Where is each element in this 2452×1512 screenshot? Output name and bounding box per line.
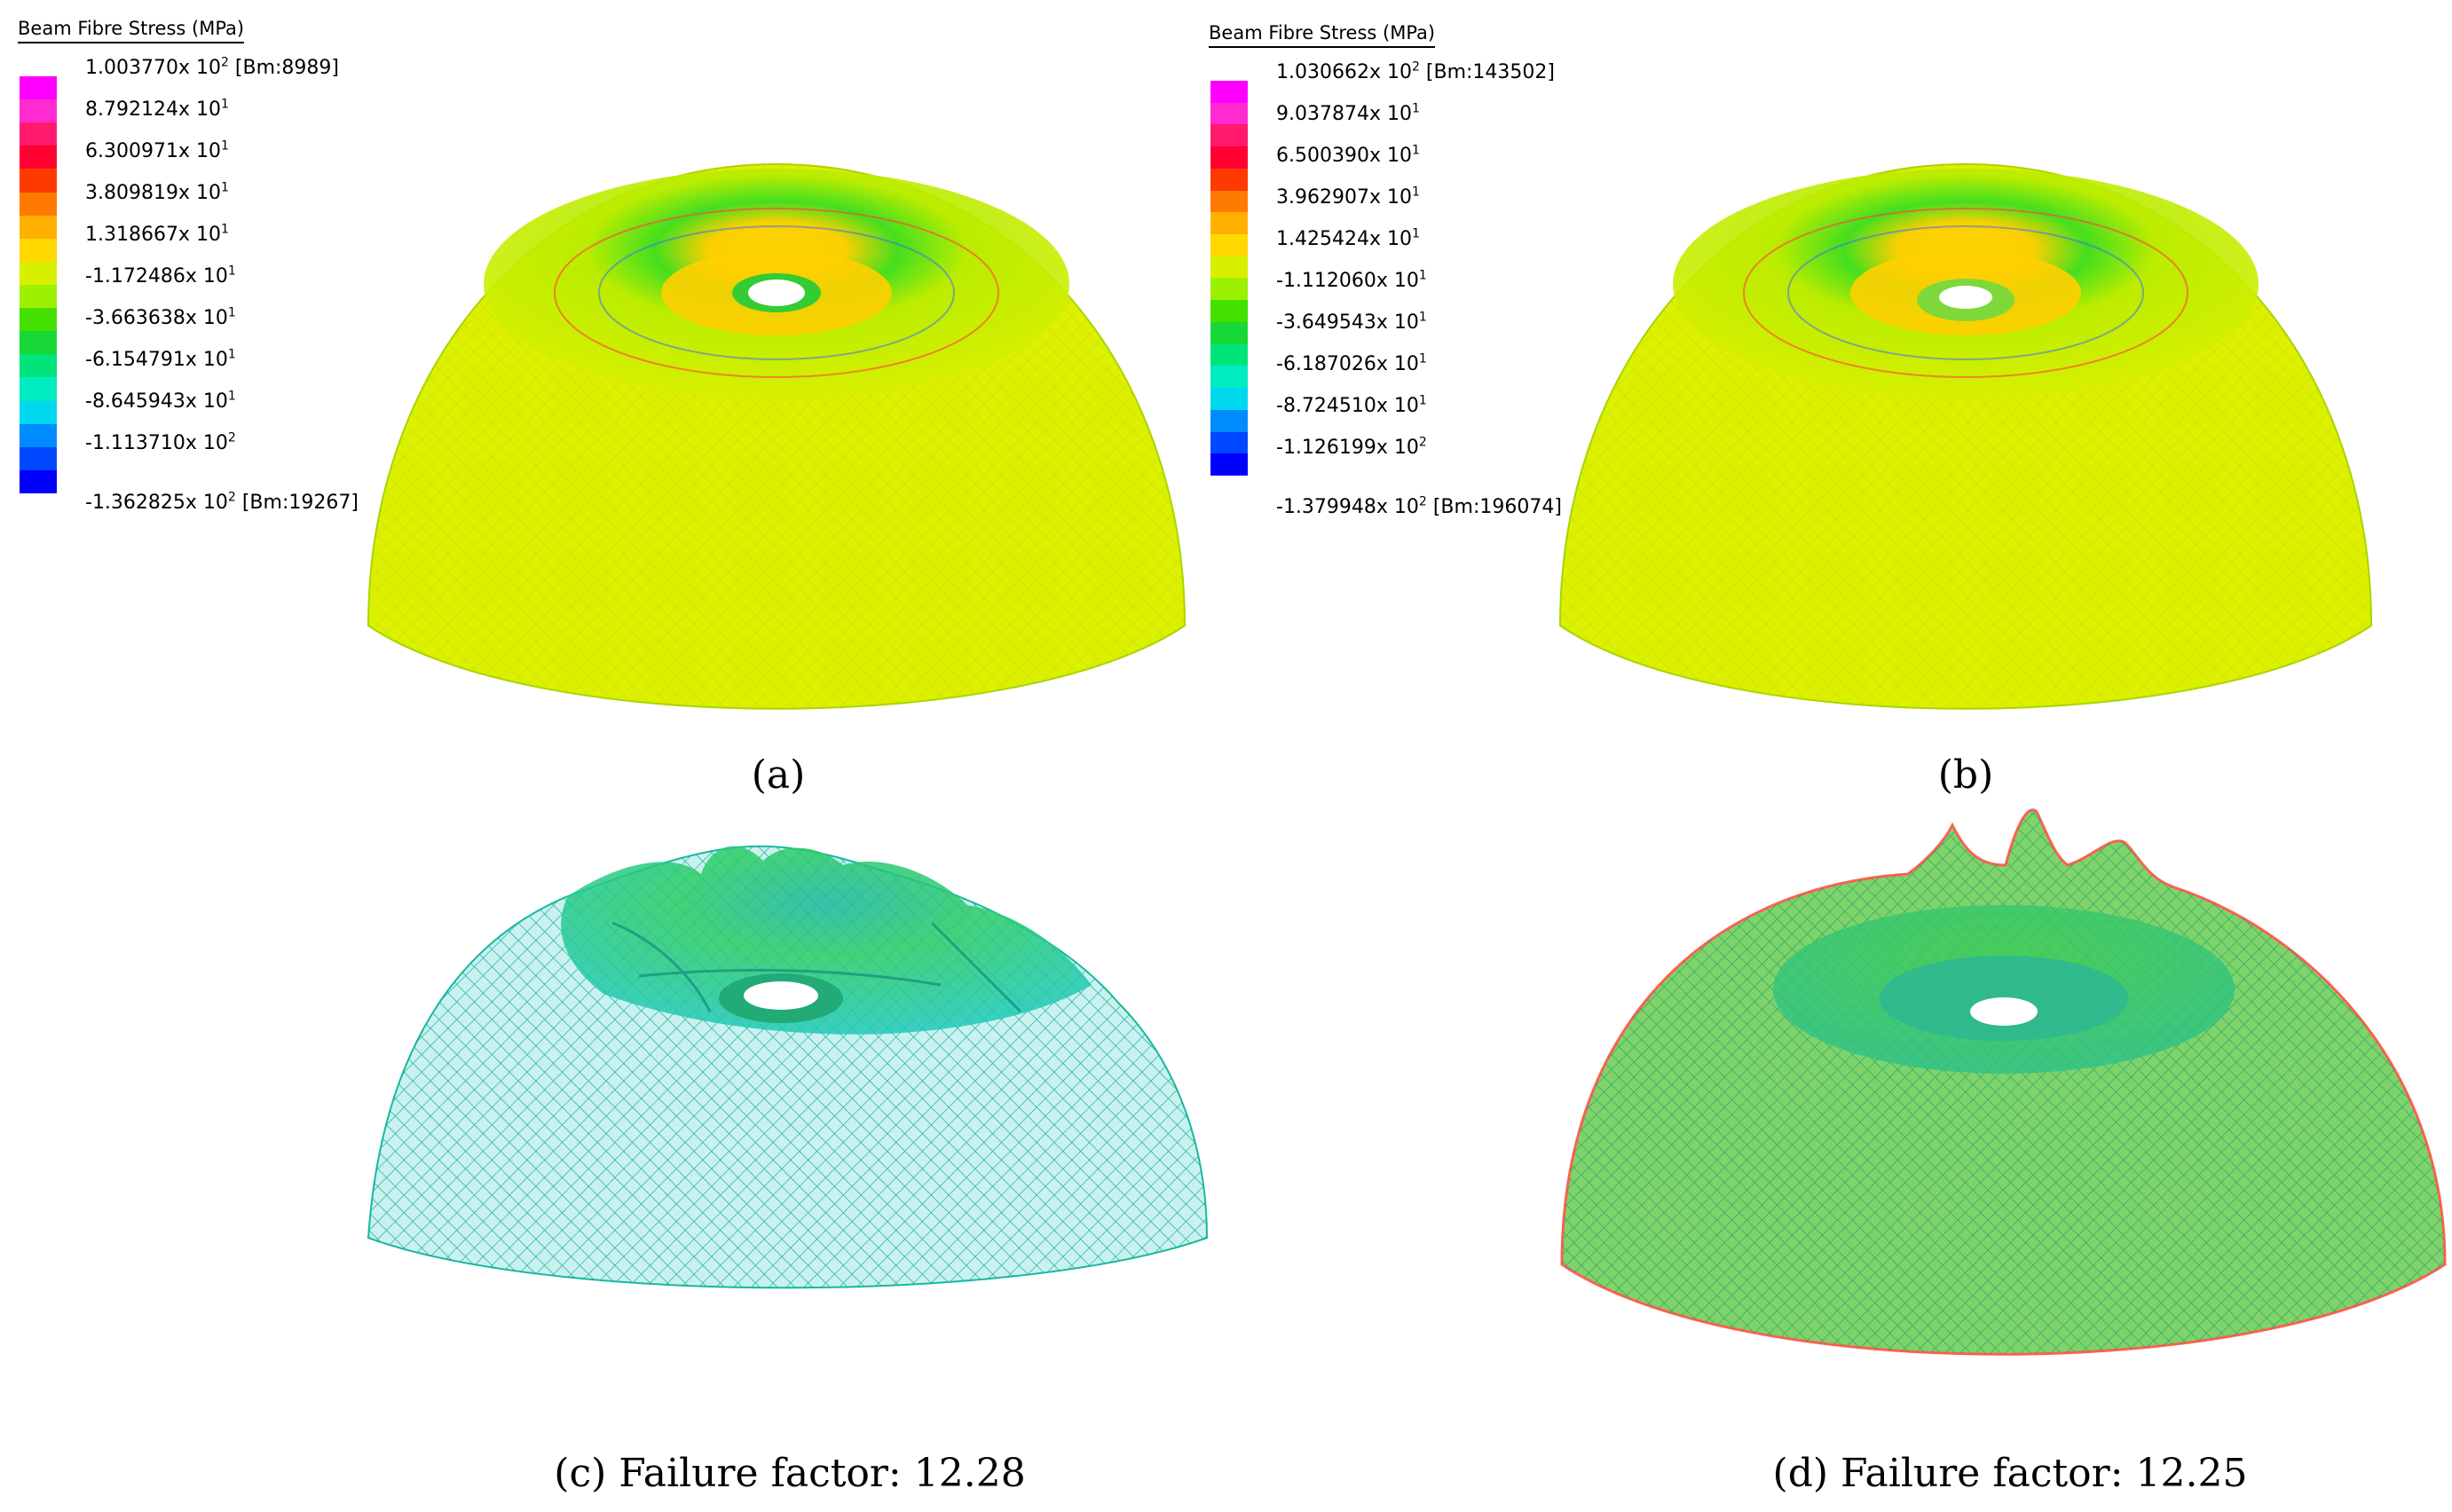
- legend-value: 1.318667x 101: [85, 222, 229, 246]
- color-swatch: [20, 446, 57, 470]
- color-swatch: [1210, 81, 1248, 103]
- color-swatch: [1210, 409, 1248, 432]
- color-swatch: [20, 192, 57, 216]
- legend-value: 8.792124x 101: [85, 97, 229, 121]
- dome-c: [367, 845, 1209, 1289]
- legend-max-value: 1.030662x 102 [Bm:143502]: [1276, 59, 1555, 83]
- color-swatch: [1210, 278, 1248, 301]
- color-swatch: [20, 377, 57, 401]
- legend-value: 9.037874x 101: [1276, 101, 1420, 125]
- legend-value: 3.962907x 101: [1276, 185, 1420, 209]
- legend-value: 1.425424x 101: [1276, 226, 1420, 250]
- legend-value: 6.500390x 101: [1276, 143, 1420, 167]
- color-scale-bar-a: [20, 76, 57, 493]
- color-swatch: [1210, 190, 1248, 213]
- color-swatch: [1210, 453, 1248, 476]
- color-swatch: [20, 284, 57, 309]
- color-swatch: [1210, 102, 1248, 125]
- legend-value: -1.112060x 101: [1276, 268, 1427, 292]
- color-swatch: [20, 122, 57, 146]
- dome-a: [367, 162, 1187, 710]
- color-swatch: [20, 238, 57, 262]
- legend-min-value: -1.362825x 102 [Bm:19267]: [85, 490, 359, 514]
- dome-d: [1560, 808, 2447, 1356]
- stress-legend-a: Beam Fibre Stress (MPa) 1.003770x 102 [B…: [18, 18, 373, 515]
- color-swatch: [20, 423, 57, 447]
- legend-title-b: Beam Fibre Stress (MPa): [1209, 22, 1436, 48]
- color-swatch: [1210, 343, 1248, 366]
- legend-value: -8.645943x 101: [85, 389, 236, 413]
- color-swatch: [20, 169, 57, 193]
- color-swatch: [1210, 234, 1248, 256]
- color-swatch: [20, 308, 57, 332]
- color-swatch: [1210, 431, 1248, 454]
- color-swatch: [1210, 168, 1248, 191]
- legend-value: -1.113710x 102: [85, 430, 236, 454]
- legend-value: -1.126199x 102: [1276, 435, 1427, 459]
- color-swatch: [1210, 124, 1248, 147]
- color-swatch: [1210, 366, 1248, 389]
- color-swatch: [1210, 300, 1248, 322]
- color-swatch: [1210, 256, 1248, 279]
- legend-max-value: 1.003770x 102 [Bm:8989]: [85, 55, 339, 79]
- caption-d: (d) Failure factor: 12.25: [1772, 1451, 2248, 1496]
- color-swatch: [20, 469, 57, 493]
- legend-value: 3.809819x 101: [85, 180, 229, 204]
- legend-value: -6.187026x 101: [1276, 351, 1427, 375]
- color-swatch: [20, 146, 57, 169]
- legend-min-value: -1.379948x 102 [Bm:196074]: [1276, 494, 1562, 518]
- color-swatch: [20, 261, 57, 285]
- legend-value: -8.724510x 101: [1276, 393, 1427, 417]
- color-scale-bar-b: [1210, 81, 1248, 476]
- color-swatch: [20, 215, 57, 239]
- legend-title-a: Beam Fibre Stress (MPa): [18, 18, 245, 43]
- dome-b: [1558, 162, 2373, 710]
- color-swatch: [20, 76, 57, 100]
- legend-value: -3.649543x 101: [1276, 310, 1427, 334]
- color-swatch: [20, 400, 57, 424]
- legend-value: -6.154791x 101: [85, 347, 236, 371]
- color-swatch: [20, 99, 57, 123]
- color-swatch: [1210, 212, 1248, 235]
- legend-value: -3.663638x 101: [85, 305, 236, 329]
- caption-a: (a): [751, 752, 806, 798]
- caption-c: (c) Failure factor: 12.28: [554, 1451, 1026, 1496]
- color-swatch: [20, 331, 57, 355]
- legend-value: -1.172486x 101: [85, 264, 236, 287]
- stress-legend-b: Beam Fibre Stress (MPa) 1.030662x 102 [B…: [1209, 22, 1564, 519]
- caption-b: (b): [1937, 752, 1994, 798]
- color-swatch: [1210, 146, 1248, 169]
- color-swatch: [20, 354, 57, 378]
- legend-value: 6.300971x 101: [85, 138, 229, 162]
- color-swatch: [1210, 321, 1248, 344]
- color-swatch: [1210, 388, 1248, 410]
